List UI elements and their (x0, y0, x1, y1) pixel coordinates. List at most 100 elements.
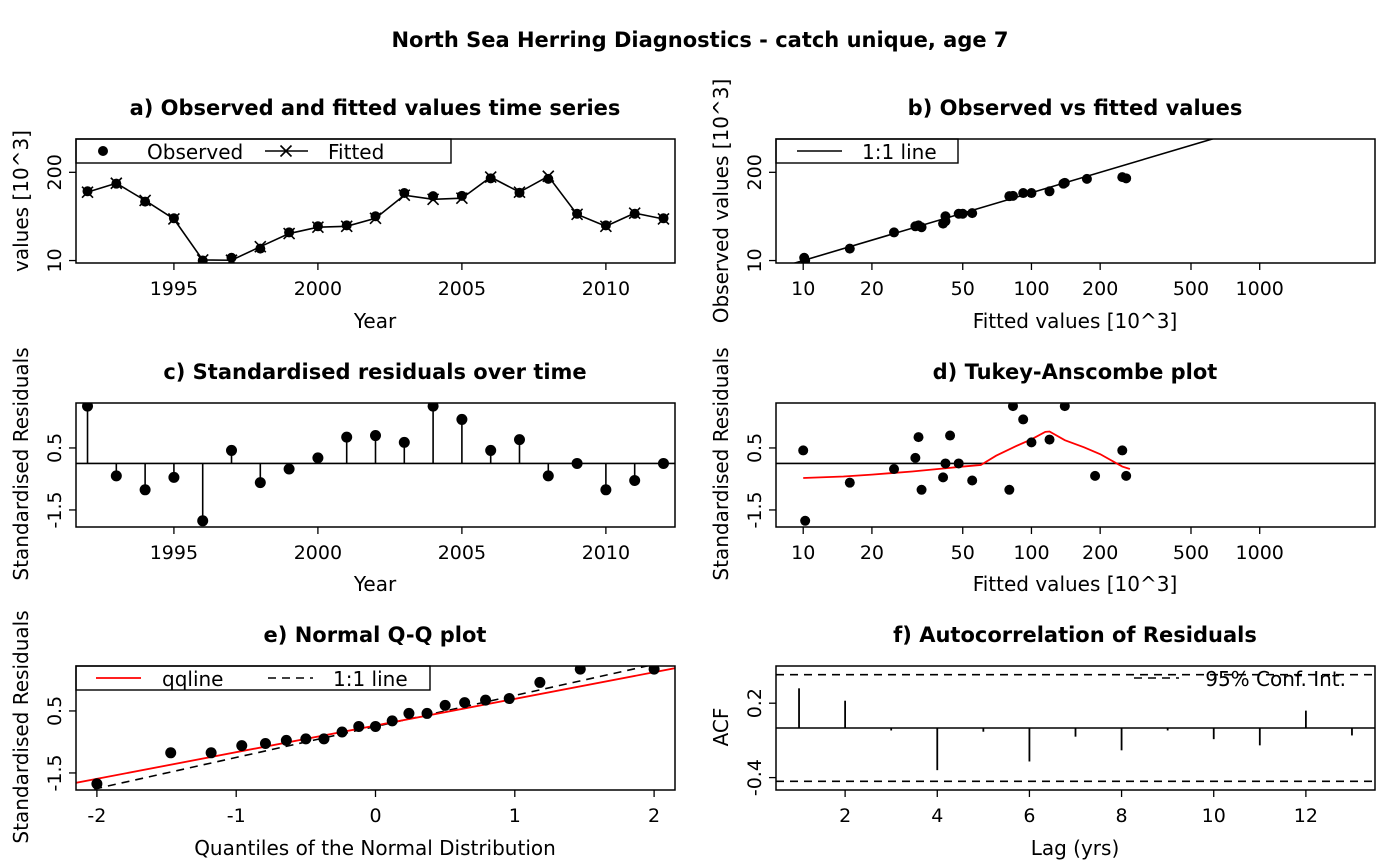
qq-point (318, 733, 330, 745)
residual-point (542, 470, 554, 482)
residual-point (1026, 437, 1037, 448)
panel-c-ylabel: Standardised Residuals (9, 347, 33, 580)
y-tick-label: 200 (744, 154, 766, 190)
panel-c-xlabel: Year (353, 572, 397, 596)
qq-point (648, 666, 660, 675)
scatter-point (1026, 188, 1037, 199)
panel-c-data (76, 403, 675, 527)
x-tick-label: 1000 (1236, 278, 1284, 300)
y-tick-label: 10 (744, 248, 766, 272)
panel-c-residuals-time: c) Standardised residuals over time Year… (9, 347, 587, 596)
x-tick-label: -2 (87, 805, 106, 827)
observed-point (572, 208, 583, 219)
residual-point (844, 477, 855, 488)
x-tick-label: 2 (648, 805, 660, 827)
panel-b-plot: 10 20 50 100 200 500 1000 10 200 (744, 138, 1376, 300)
scatter-point (1121, 173, 1132, 184)
panel-a-plot: 1995 2000 2005 2010 10 200 (44, 138, 676, 300)
plot-frame (775, 665, 1376, 791)
observed-point (428, 191, 439, 202)
plot-frame (775, 138, 1376, 264)
panel-e-plot: -2 -1 0 1 2 -1.5 0.5 (44, 665, 676, 827)
residual-point (600, 484, 612, 496)
panel-e-data (76, 666, 675, 790)
panel-d-xlabel: Fitted values [10^3] (973, 572, 1178, 596)
residual-point (1059, 403, 1070, 412)
qq-point (336, 726, 348, 738)
x-tick-label: 20 (860, 278, 884, 300)
qq-point (534, 676, 546, 688)
plot-frame (75, 138, 676, 264)
legend-box (75, 138, 452, 164)
observed-point (82, 186, 93, 197)
plot-frame (75, 665, 676, 791)
panel-b-data (792, 139, 1216, 263)
panel-d-plot: 10 20 50 100 200 500 1000 -1.5 0.5 (744, 402, 1376, 564)
residual-point (1007, 403, 1018, 412)
residual-point (168, 471, 180, 483)
panel-a-legend-fitted: Fitted (328, 140, 384, 164)
residual-point (889, 464, 900, 475)
panel-a-data (81, 170, 670, 263)
x-tick-label: 50 (951, 542, 975, 564)
observed-point (399, 188, 410, 199)
x-tick-label: 4 (931, 805, 943, 827)
residual-point (139, 484, 151, 496)
panel-e-xlabel: Quantiles of the Normal Distribution (194, 836, 556, 860)
x-tick-label: 10 (791, 278, 815, 300)
smoother-line (803, 430, 1131, 479)
x-tick-label: 10 (1202, 805, 1226, 827)
scatter-point (889, 227, 900, 238)
residual-point (82, 403, 94, 412)
x-tick-label: 8 (1116, 805, 1128, 827)
y-tick-label: 0.5 (744, 433, 766, 463)
observed-point (485, 173, 496, 184)
x-tick-label: 1000 (1236, 542, 1284, 564)
qq-point (236, 740, 248, 752)
observed-point (600, 220, 611, 231)
residual-point (427, 403, 439, 412)
residual-point (513, 434, 525, 446)
panel-e-legend-qqline: qqline (162, 667, 223, 691)
x-tick-label: 50 (951, 278, 975, 300)
x-tick-label: 500 (1173, 278, 1209, 300)
panel-f-ylabel: ACF (709, 708, 733, 747)
panel-a-obs-fitted-timeseries: a) Observed and fitted values time serie… (9, 96, 620, 333)
residual-point (398, 436, 410, 448)
residual-point (1004, 484, 1015, 495)
plot-frame (775, 402, 1376, 528)
residual-point (254, 477, 266, 489)
panel-b-ylabel: Observed values [10^3] (709, 79, 733, 324)
scatter-point (1007, 190, 1018, 201)
panel-e-ylabel: Standardised Residuals (9, 610, 33, 843)
panel-b-legend-line: 1:1 line (862, 140, 937, 164)
legend-observed-symbol (98, 146, 108, 156)
residual-point (629, 475, 641, 486)
observed-point (312, 221, 323, 232)
residual-point (485, 444, 497, 456)
observed-point (370, 211, 381, 222)
y-tick-label: -1.5 (44, 491, 66, 528)
x-tick-label: 1995 (150, 542, 198, 564)
residual-point (800, 515, 811, 526)
scatter-point (1018, 188, 1029, 199)
panel-f-plot: 2 4 6 8 10 12 -0.4 0.2 (744, 665, 1376, 827)
observed-point (140, 196, 151, 207)
panel-c-plot: 1995 2000 2005 2010 -1.5 0.5 (44, 402, 676, 564)
panel-d-ylabel: Standardised Residuals (709, 347, 733, 580)
scatter-point (844, 243, 855, 254)
residual-point (110, 470, 122, 482)
residual-point (938, 472, 949, 483)
residual-point (967, 475, 978, 486)
x-tick-label: 200 (1082, 542, 1118, 564)
residual-point (226, 444, 238, 456)
residual-point (283, 463, 295, 475)
panel-f-data (776, 673, 1375, 783)
panel-a-title: a) Observed and fitted values time serie… (130, 96, 621, 120)
y-tick-label: -1.5 (744, 491, 766, 528)
residual-point (571, 457, 583, 469)
residual-point (1090, 470, 1101, 481)
scatter-point (1044, 186, 1055, 197)
residual-point (370, 430, 381, 442)
